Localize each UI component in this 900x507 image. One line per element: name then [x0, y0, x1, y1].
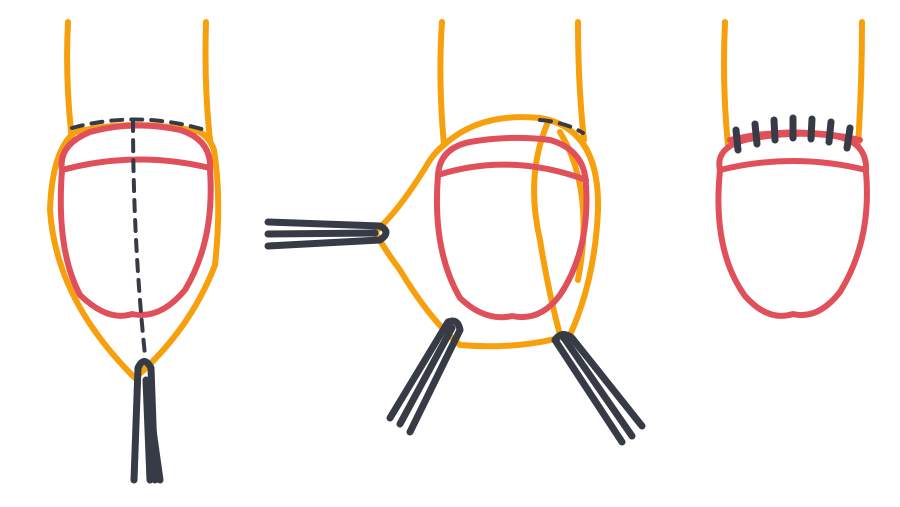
- inner-layer-corona: [435, 161, 589, 183]
- clamp-icon: [551, 331, 646, 446]
- clamp-body: [386, 317, 464, 436]
- incision-line-vertical: [131, 118, 147, 357]
- clamp-jaw: [142, 376, 164, 484]
- outer-layer-shaft: [721, 19, 865, 148]
- inner-layer-glans: [433, 134, 590, 321]
- clamp-icon: [264, 218, 390, 250]
- clamp-body: [130, 358, 159, 484]
- panel-step-1: [47, 19, 222, 484]
- incision-line-icon: [538, 118, 585, 135]
- clamp-icon: [130, 358, 164, 484]
- panel-step-2: [264, 19, 646, 446]
- clamp-jaw: [396, 324, 456, 428]
- clamp-icon: [386, 317, 464, 436]
- inner-layer-corona: [717, 158, 869, 173]
- inner-layer-glans: [57, 122, 214, 319]
- sutures-icon: [732, 114, 854, 154]
- outer-layer-shaft: [437, 19, 587, 148]
- clamp-body: [264, 218, 390, 250]
- panel-step-3: [715, 19, 870, 319]
- inner-layer-corona: [59, 156, 213, 173]
- clamp-jaw: [560, 334, 636, 440]
- incision-line-icon: [70, 117, 207, 132]
- clamp-jaw: [264, 229, 379, 238]
- outer-layer-skin: [47, 129, 222, 381]
